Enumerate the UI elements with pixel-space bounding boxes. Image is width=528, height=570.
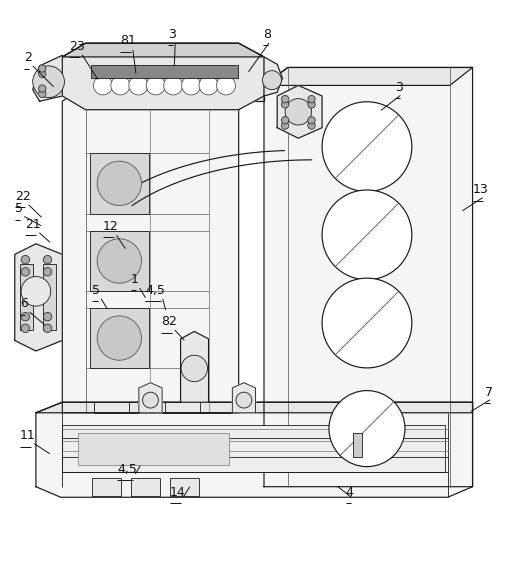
Text: 13: 13 [473,184,488,196]
Circle shape [93,76,112,95]
Bar [91,65,238,78]
Polygon shape [277,86,322,138]
Circle shape [43,312,52,321]
Circle shape [322,190,412,280]
Circle shape [129,76,148,95]
Polygon shape [15,244,62,351]
Text: 11: 11 [20,429,36,442]
Text: 3: 3 [395,81,403,94]
Polygon shape [33,55,62,101]
Circle shape [39,90,46,97]
Circle shape [308,122,315,129]
Circle shape [285,99,312,125]
Bar [131,478,160,496]
Circle shape [39,70,46,78]
Circle shape [43,255,52,264]
Circle shape [181,355,208,382]
Polygon shape [181,332,209,402]
Text: 12: 12 [103,220,119,233]
Text: 4,5: 4,5 [117,463,137,476]
Circle shape [281,95,289,103]
Circle shape [281,122,289,129]
Polygon shape [239,86,264,101]
Bar [62,425,445,473]
Text: 22: 22 [15,190,31,203]
Text: 82: 82 [161,315,177,328]
Circle shape [97,239,142,283]
Text: 4,5: 4,5 [145,284,165,296]
Text: 4: 4 [346,486,354,499]
Polygon shape [36,402,473,497]
Circle shape [199,76,218,95]
Circle shape [322,278,412,368]
Circle shape [143,392,158,408]
Polygon shape [62,86,239,413]
Text: 21: 21 [25,218,41,231]
Circle shape [308,117,315,124]
Circle shape [216,76,235,95]
Text: 81: 81 [120,34,136,47]
Circle shape [308,101,315,108]
Polygon shape [264,67,473,86]
Circle shape [329,390,405,467]
Circle shape [21,312,30,321]
Circle shape [146,76,165,95]
Bar [90,231,149,291]
Circle shape [182,76,201,95]
Circle shape [164,76,183,95]
Circle shape [21,276,51,306]
Bar [170,478,199,496]
Polygon shape [62,43,264,57]
Text: 5: 5 [15,202,23,215]
Circle shape [43,267,52,276]
Circle shape [308,95,315,103]
Polygon shape [232,382,256,413]
Polygon shape [264,57,282,96]
Polygon shape [264,67,473,487]
Bar [20,264,33,330]
Circle shape [97,316,142,360]
Circle shape [97,161,142,206]
Text: 7: 7 [485,385,493,398]
Text: 1: 1 [131,273,139,286]
Circle shape [21,324,30,332]
Polygon shape [62,43,264,109]
Circle shape [21,255,30,264]
Text: 23: 23 [69,40,84,52]
Circle shape [281,117,289,124]
Circle shape [262,71,281,89]
Circle shape [39,85,46,92]
Text: 2: 2 [24,51,32,64]
Bar [353,433,362,457]
Circle shape [43,324,52,332]
Polygon shape [139,382,162,413]
Circle shape [21,267,30,276]
Bar [92,478,121,496]
Text: 3: 3 [168,28,176,41]
Text: 5: 5 [92,284,100,296]
Bar [90,153,149,214]
Circle shape [236,392,252,408]
Polygon shape [36,402,473,413]
Circle shape [281,101,289,108]
Bar [43,264,56,330]
Text: 8: 8 [263,28,271,41]
Circle shape [111,76,130,95]
Text: 14: 14 [170,486,186,499]
Circle shape [39,65,46,72]
Circle shape [322,102,412,192]
Bar [78,433,229,465]
Bar [90,308,149,368]
Circle shape [33,66,64,97]
Text: 6: 6 [20,298,28,310]
